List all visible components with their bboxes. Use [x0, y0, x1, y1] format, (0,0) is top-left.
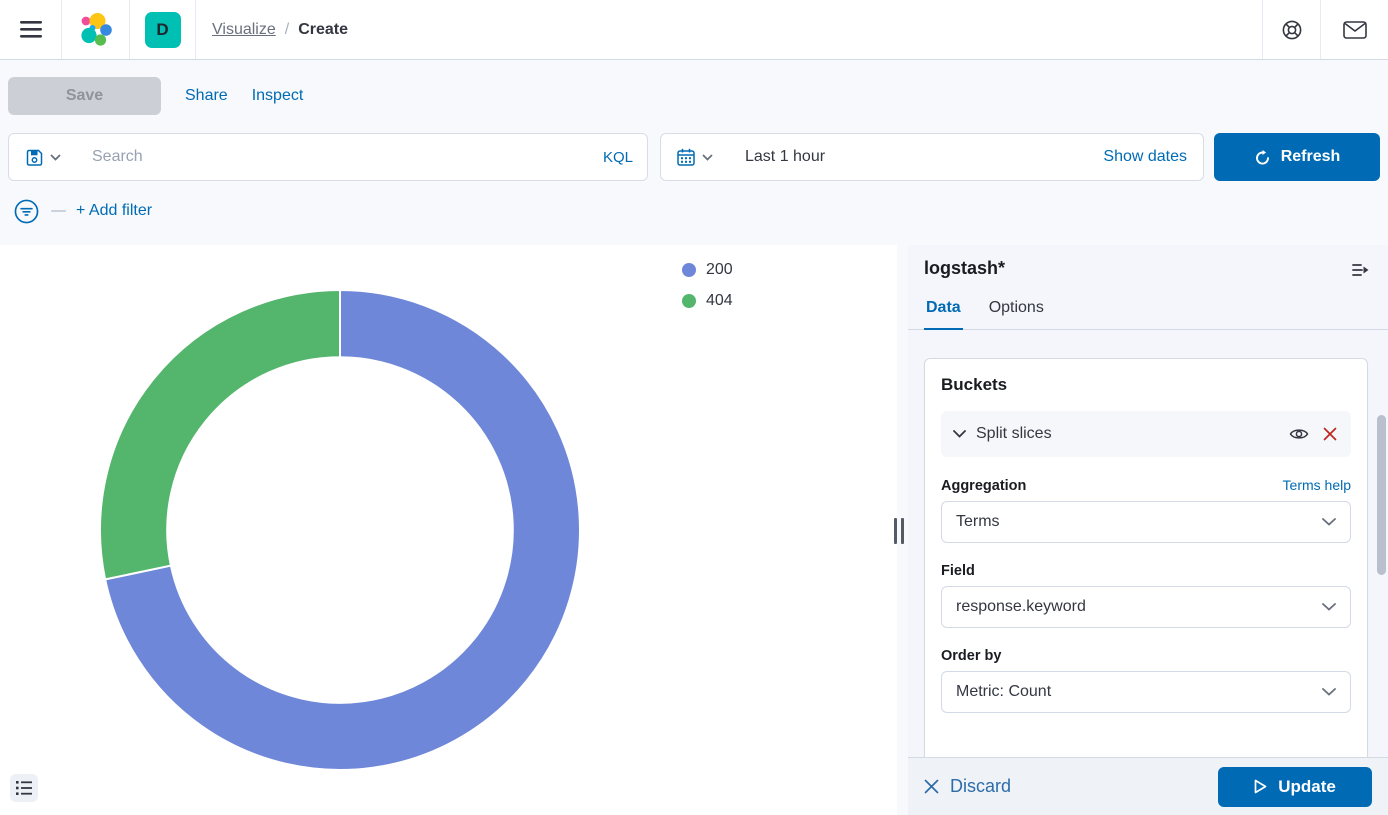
- breadcrumb-create: Create: [298, 20, 349, 38]
- calendar-icon: [677, 148, 695, 166]
- update-button[interactable]: Update: [1218, 766, 1372, 807]
- legend-label-404: 404: [706, 292, 733, 309]
- panel-resize-handle[interactable]: [892, 518, 906, 544]
- panel-footer: Discard Update: [908, 757, 1388, 815]
- app-header: D Visualize / Create: [0, 0, 1388, 60]
- panel-scrollbar-thumb[interactable]: [1377, 415, 1386, 575]
- hamburger-menu-button[interactable]: [0, 0, 62, 59]
- order-by-label: Order by: [941, 648, 1002, 664]
- split-slices-label: Split slices: [976, 425, 1052, 442]
- mail-icon: [1342, 20, 1367, 39]
- query-language-button[interactable]: KQL: [602, 148, 633, 166]
- save-query-icon: [26, 149, 43, 166]
- chevron-down-icon: [1322, 518, 1336, 526]
- legend-item-200[interactable]: 200: [682, 261, 733, 279]
- search-input[interactable]: [92, 148, 603, 166]
- refresh-icon: [1255, 149, 1269, 164]
- space-selector-button[interactable]: D: [130, 0, 196, 59]
- buckets-card: Buckets Split slices Aggregation Terms h…: [924, 358, 1368, 815]
- field-label-row: Field: [941, 563, 1351, 579]
- menu-right-icon: [1352, 264, 1369, 276]
- share-button[interactable]: Share: [185, 87, 228, 104]
- date-picker-menu-button[interactable]: [660, 133, 730, 181]
- breadcrumb-separator: /: [284, 20, 290, 38]
- legend-dot-404: [682, 294, 696, 308]
- play-icon: [1254, 779, 1267, 794]
- field-select[interactable]: response.keyword: [941, 586, 1351, 628]
- filter-bar: + Add filter: [12, 190, 152, 232]
- breadcrumb: Visualize / Create: [196, 21, 348, 39]
- pie-slice-404[interactable]: [99, 289, 341, 581]
- terms-help-link[interactable]: Terms help: [1282, 477, 1351, 493]
- query-bar: KQL Last 1 hour Show dates Refresh: [0, 133, 1388, 181]
- space-badge: D: [144, 11, 181, 48]
- field-label: Field: [941, 563, 975, 579]
- inspect-button[interactable]: Inspect: [251, 87, 304, 104]
- aggregation-select[interactable]: Terms: [941, 501, 1351, 543]
- chevron-down-icon: [1322, 688, 1336, 696]
- help-button[interactable]: [1262, 0, 1320, 59]
- aggregation-value: Terms: [956, 513, 1000, 530]
- search-field-wrapper: KQL: [78, 133, 648, 181]
- header-actions: [1262, 0, 1388, 59]
- collapse-panel-button[interactable]: [1350, 258, 1372, 285]
- index-pattern-title: logstash*: [924, 258, 1006, 278]
- discard-button[interactable]: Discard: [924, 776, 1011, 797]
- cross-icon: [924, 779, 939, 794]
- tab-options[interactable]: Options: [987, 299, 1046, 330]
- filter-options-button[interactable]: [12, 197, 41, 226]
- tab-data[interactable]: Data: [924, 299, 963, 330]
- saved-query-menu-button[interactable]: [8, 133, 79, 181]
- order-by-label-row: Order by: [941, 648, 1351, 664]
- data-config-panel: logstash* Data Options Buckets Split sli…: [908, 245, 1388, 815]
- newsfeed-button[interactable]: [1320, 0, 1388, 59]
- chevron-down-icon: [702, 153, 713, 161]
- elastic-logo-icon: [80, 12, 112, 46]
- chart-legend: 200 404: [682, 261, 733, 310]
- chevron-down-icon: [953, 430, 966, 438]
- split-slices-row[interactable]: Split slices: [941, 411, 1351, 457]
- pie-slice-200[interactable]: [104, 289, 581, 771]
- filter-icon: [14, 199, 39, 223]
- legend-dot-200: [682, 263, 696, 277]
- chevron-down-icon: [50, 153, 61, 161]
- visualize-toolbar: Save Share Inspect: [0, 61, 1388, 131]
- update-label: Update: [1278, 776, 1336, 796]
- aggregation-label-row: Aggregation Terms help: [941, 477, 1351, 494]
- refresh-label: Refresh: [1280, 148, 1341, 165]
- legend-label-200: 200: [706, 261, 733, 278]
- list-icon: [16, 781, 32, 795]
- discard-label: Discard: [950, 776, 1012, 796]
- show-dates-button[interactable]: Show dates: [1103, 148, 1187, 165]
- visualization-canvas: 200 404: [0, 245, 897, 815]
- field-value: response.keyword: [956, 598, 1086, 615]
- save-button[interactable]: Save: [8, 77, 161, 115]
- remove-bucket-button[interactable]: [1321, 425, 1339, 443]
- legend-toggle-button[interactable]: [10, 774, 38, 802]
- order-by-select[interactable]: Metric: Count: [941, 671, 1351, 713]
- buckets-heading: Buckets: [941, 375, 1008, 394]
- legend-item-404[interactable]: 404: [682, 292, 733, 310]
- remove-icon: [1323, 427, 1337, 441]
- aggregation-label: Aggregation: [941, 478, 1027, 494]
- hamburger-icon: [19, 21, 42, 38]
- help-icon: [1282, 20, 1301, 39]
- panel-header: logstash*: [908, 245, 1388, 285]
- panel-tabs: Data Options: [908, 299, 1388, 330]
- chevron-down-icon: [1322, 603, 1336, 611]
- filter-bar-dash: [51, 210, 66, 212]
- add-filter-button[interactable]: + Add filter: [76, 202, 153, 219]
- eye-icon: [1289, 429, 1309, 439]
- breadcrumb-visualize[interactable]: Visualize: [212, 20, 276, 38]
- donut-chart: [99, 289, 581, 771]
- refresh-button[interactable]: Refresh: [1214, 133, 1380, 181]
- elastic-logo: [62, 0, 130, 59]
- order-by-value: Metric: Count: [956, 683, 1052, 700]
- time-range-value: Last 1 hour: [745, 148, 826, 165]
- time-range-display[interactable]: Last 1 hour Show dates: [729, 133, 1204, 181]
- toggle-visibility-button[interactable]: [1287, 424, 1311, 444]
